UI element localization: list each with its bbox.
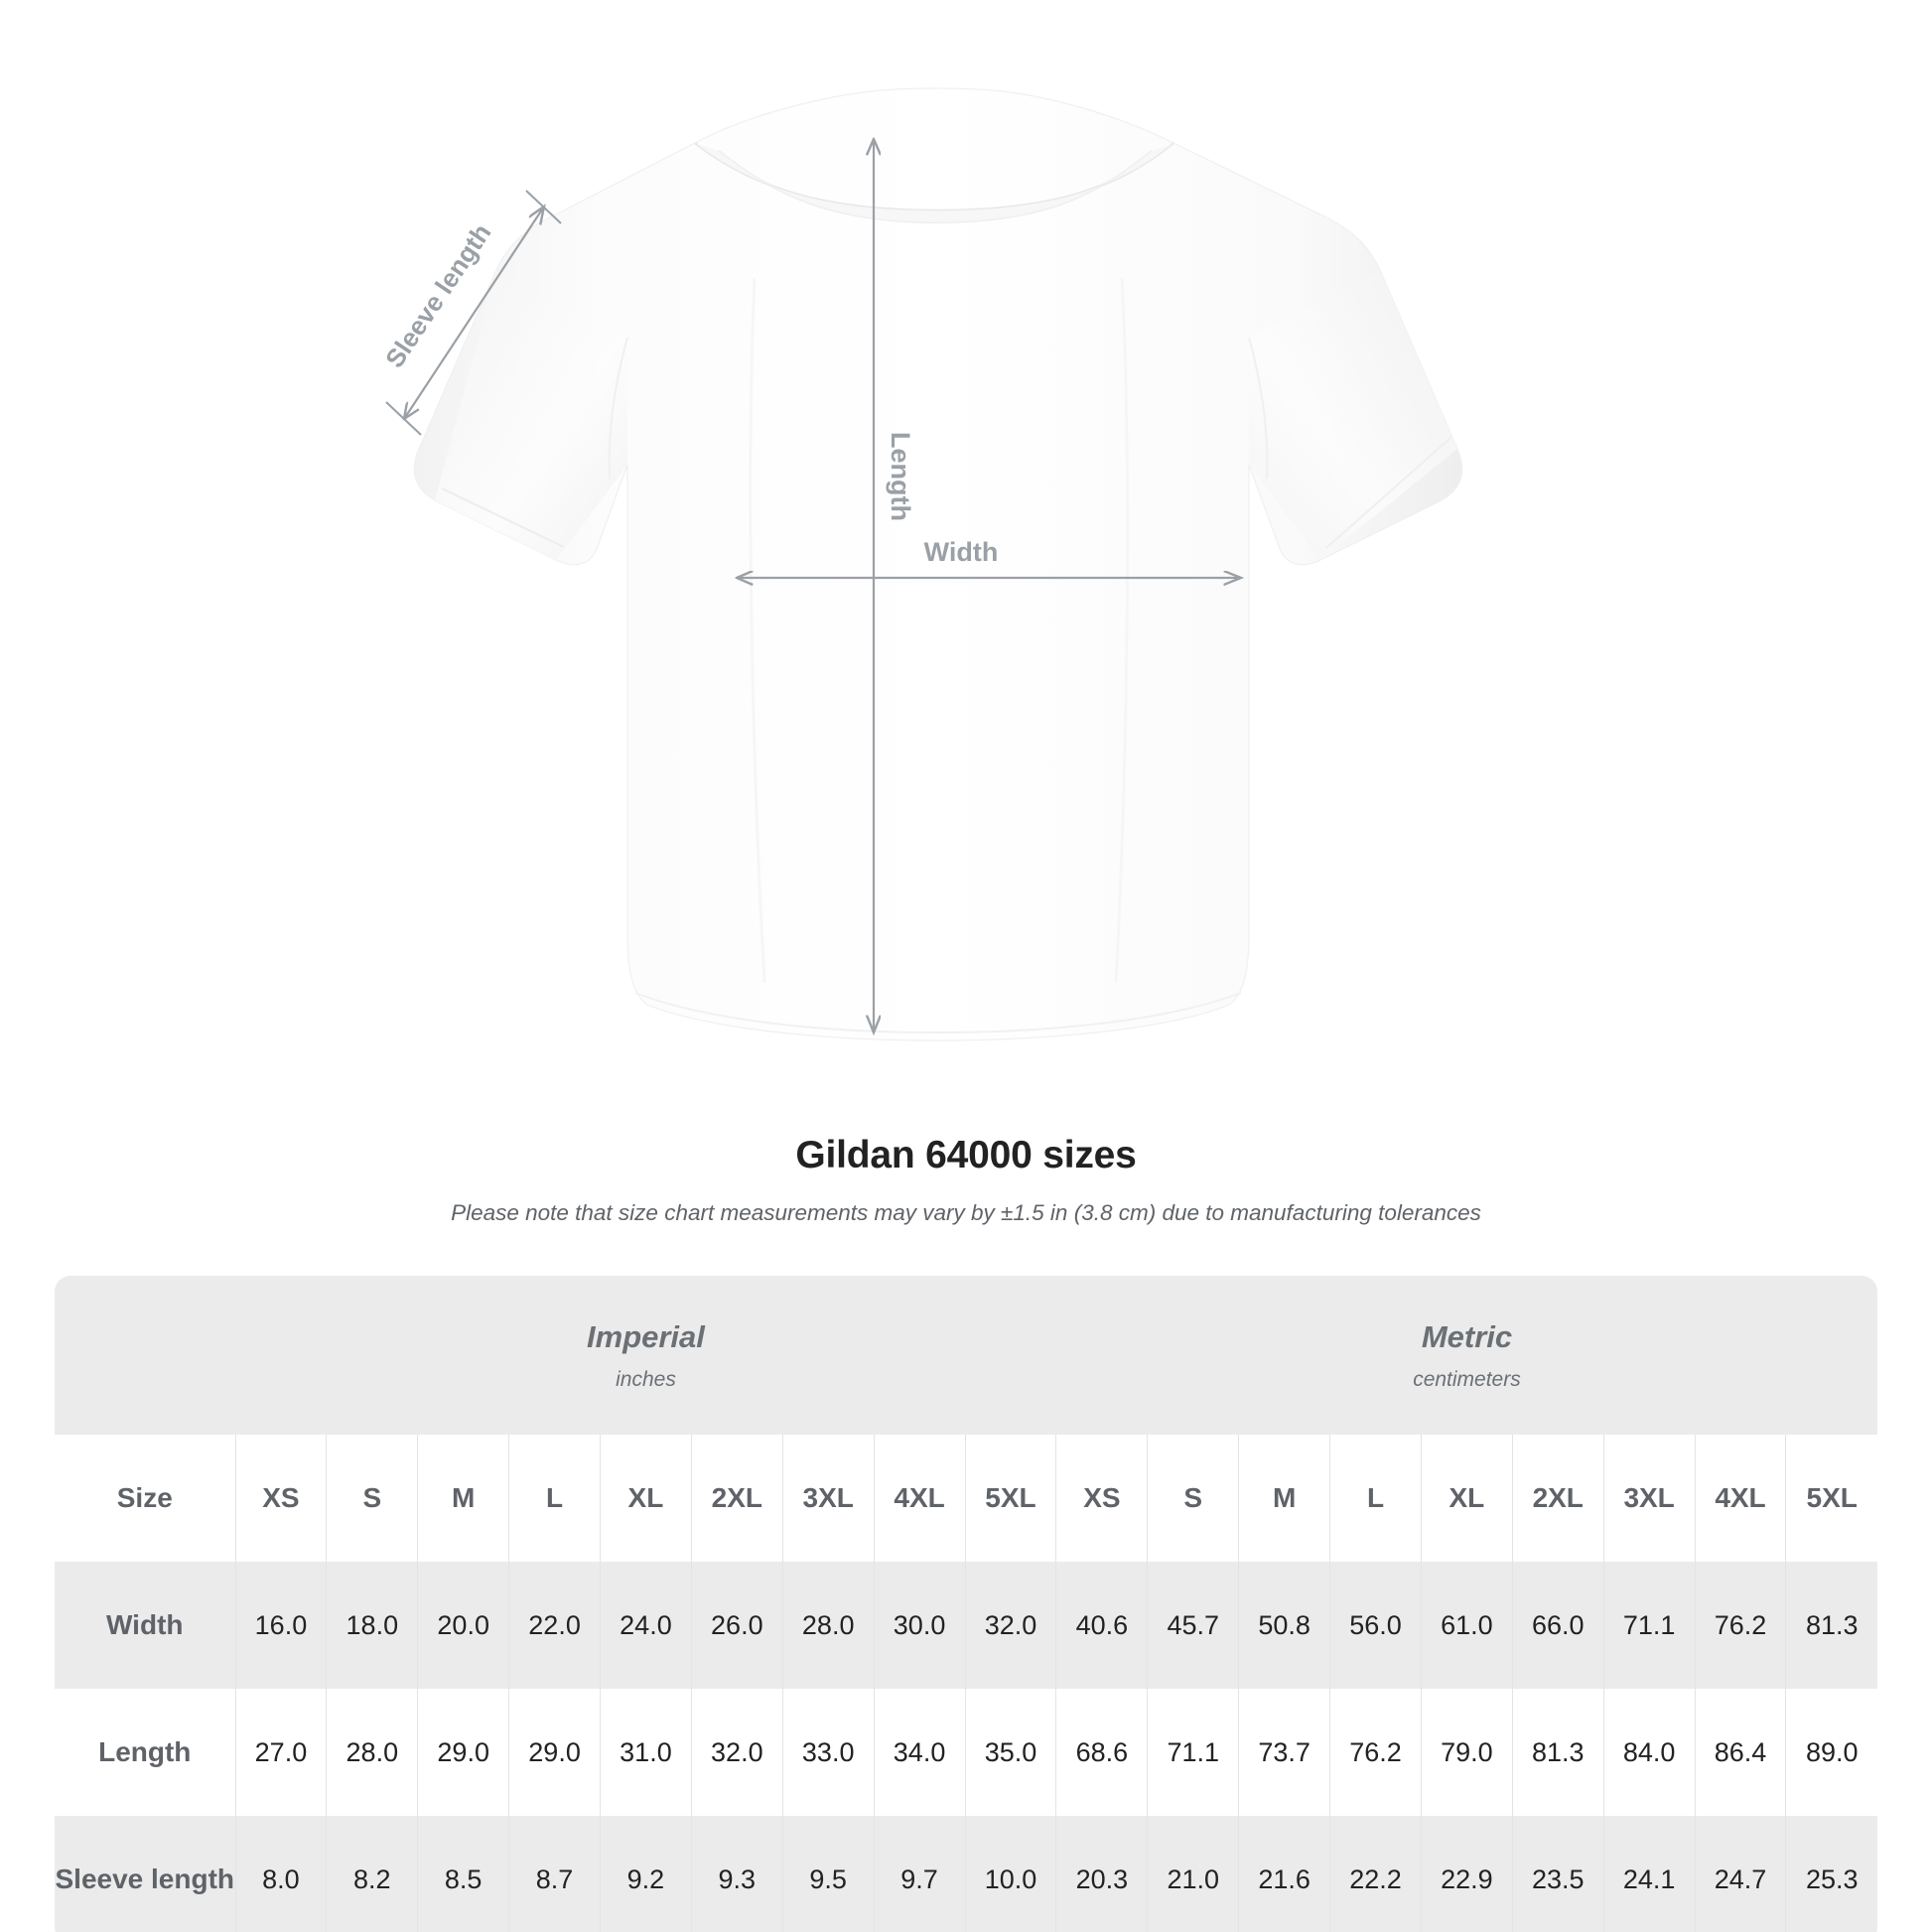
cell-sleeve-length-metric-5xl: 25.3 <box>1785 1816 1877 1932</box>
table-row: Width 16.0 18.0 20.0 22.0 24.0 26.0 28.0 30.0 32.… <box>55 1562 1877 1689</box>
size-header-metric-m: M <box>1238 1435 1330 1562</box>
tshirt-illustration <box>413 87 1463 1041</box>
row-label-length: Length <box>55 1689 235 1816</box>
cell-length-metric-4xl: 86.4 <box>1694 1689 1786 1816</box>
cell-length-metric-3xl: 84.0 <box>1602 1689 1696 1816</box>
cell-sleeve-length-imperial-xs: 8.0 <box>234 1816 327 1932</box>
cell-sleeve-length-metric-s: 21.0 <box>1147 1816 1239 1932</box>
cell-sleeve-length-imperial-2xl: 9.3 <box>690 1816 783 1932</box>
unit-header-row: Imperial inches Metric centimeters <box>55 1276 1877 1435</box>
size-header-metric-5xl: 5XL <box>1785 1435 1877 1562</box>
cell-length-metric-xs: 68.6 <box>1055 1689 1148 1816</box>
cell-sleeve-length-imperial-l: 8.7 <box>508 1816 601 1932</box>
cell-length-metric-5xl: 89.0 <box>1785 1689 1877 1816</box>
size-header-metric-3xl: 3XL <box>1602 1435 1696 1562</box>
size-chart-table-wrapper: Imperial inches Metric centimeters Size XS S M L… <box>55 1276 1877 1932</box>
unit-header-corner <box>55 1276 235 1435</box>
table-row: Sleeve length 8.0 8.2 8.5 8.7 9.2 9.3 9.5 9.7 10.… <box>55 1816 1877 1932</box>
cell-width-imperial-xs: 16.0 <box>234 1562 327 1689</box>
size-chart-table: Imperial inches Metric centimeters Size XS S M L… <box>55 1276 1877 1932</box>
size-header-metric-xs: XS <box>1055 1435 1148 1562</box>
cell-length-imperial-5xl: 35.0 <box>964 1689 1056 1816</box>
cell-sleeve-length-imperial-m: 8.5 <box>417 1816 509 1932</box>
size-header-metric-l: L <box>1329 1435 1422 1562</box>
size-header-metric-xl: XL <box>1420 1435 1513 1562</box>
cell-length-metric-l: 76.2 <box>1329 1689 1422 1816</box>
cell-width-metric-m: 50.8 <box>1238 1562 1330 1689</box>
cell-sleeve-length-metric-xs: 20.3 <box>1055 1816 1148 1932</box>
row-label-size: Size <box>55 1435 235 1562</box>
heading-block: Gildan 64000 sizes Please note that size… <box>0 1132 1932 1227</box>
cell-width-imperial-4xl: 30.0 <box>873 1562 965 1689</box>
unit-header-metric: Metric centimeters <box>1055 1276 1877 1435</box>
cell-sleeve-length-imperial-s: 8.2 <box>326 1816 418 1932</box>
length-label: Length <box>886 432 915 521</box>
size-header-imperial-5xl: 5XL <box>964 1435 1056 1562</box>
cell-sleeve-length-imperial-4xl: 9.7 <box>873 1816 965 1932</box>
size-header-imperial-xl: XL <box>600 1435 692 1562</box>
unit-subtitle: centimeters <box>1413 1368 1521 1391</box>
sleeve-length-arrow <box>385 190 562 436</box>
size-header-imperial-2xl: 2XL <box>690 1435 783 1562</box>
cell-sleeve-length-metric-3xl: 24.1 <box>1602 1816 1696 1932</box>
size-header-imperial-xs: XS <box>234 1435 327 1562</box>
cell-length-metric-s: 71.1 <box>1147 1689 1239 1816</box>
cell-sleeve-length-imperial-3xl: 9.5 <box>781 1816 875 1932</box>
cell-width-metric-xs: 40.6 <box>1055 1562 1148 1689</box>
cell-sleeve-length-metric-2xl: 23.5 <box>1511 1816 1604 1932</box>
cell-sleeve-length-metric-l: 22.2 <box>1329 1816 1422 1932</box>
cell-length-imperial-2xl: 32.0 <box>690 1689 783 1816</box>
size-header-metric-2xl: 2XL <box>1511 1435 1604 1562</box>
cell-sleeve-length-imperial-xl: 9.2 <box>600 1816 692 1932</box>
size-header-metric-4xl: 4XL <box>1694 1435 1786 1562</box>
cell-width-metric-3xl: 71.1 <box>1602 1562 1696 1689</box>
size-header-row: Size XS S M L XL 2XL 3XL 4XL 5XL XS S M L XL 2XL 3XL 4XL 5… <box>55 1435 1877 1562</box>
cell-width-imperial-xl: 24.0 <box>600 1562 692 1689</box>
unit-name: Metric <box>1421 1318 1513 1354</box>
row-label-width: Width <box>55 1562 235 1689</box>
cell-width-imperial-m: 20.0 <box>417 1562 509 1689</box>
size-header-imperial-s: S <box>326 1435 418 1562</box>
size-header-imperial-4xl: 4XL <box>873 1435 965 1562</box>
cell-width-imperial-l: 22.0 <box>508 1562 601 1689</box>
size-header-imperial-3xl: 3XL <box>781 1435 875 1562</box>
cell-width-imperial-2xl: 26.0 <box>690 1562 783 1689</box>
cell-length-imperial-xl: 31.0 <box>600 1689 692 1816</box>
cell-sleeve-length-metric-4xl: 24.7 <box>1694 1816 1786 1932</box>
cell-width-imperial-3xl: 28.0 <box>781 1562 875 1689</box>
unit-header-imperial: Imperial inches <box>235 1276 1056 1435</box>
cell-length-imperial-xs: 27.0 <box>234 1689 327 1816</box>
cell-length-metric-xl: 79.0 <box>1420 1689 1513 1816</box>
cell-sleeve-length-imperial-5xl: 10.0 <box>964 1816 1056 1932</box>
tolerance-note: Please note that size chart measurements… <box>451 1199 1481 1225</box>
cell-length-imperial-l: 29.0 <box>508 1689 601 1816</box>
page-title: Gildan 64000 sizes <box>795 1134 1137 1176</box>
cell-width-metric-5xl: 81.3 <box>1785 1562 1877 1689</box>
cell-sleeve-length-metric-m: 21.6 <box>1238 1816 1330 1932</box>
cell-sleeve-length-metric-xl: 22.9 <box>1420 1816 1513 1932</box>
cell-width-imperial-5xl: 32.0 <box>964 1562 1056 1689</box>
width-label: Width <box>924 537 999 567</box>
size-header-imperial-m: M <box>417 1435 509 1562</box>
table-row: Length 27.0 28.0 29.0 29.0 31.0 32.0 33.0 34.0 35… <box>55 1689 1877 1816</box>
row-label-sleeve-length: Sleeve length <box>55 1816 235 1932</box>
cell-width-metric-xl: 61.0 <box>1420 1562 1513 1689</box>
cell-length-imperial-s: 28.0 <box>326 1689 418 1816</box>
tshirt-diagram: Length Width Sleeve length <box>0 40 1932 1102</box>
cell-length-metric-2xl: 81.3 <box>1511 1689 1604 1816</box>
cell-length-metric-m: 73.7 <box>1238 1689 1330 1816</box>
size-header-metric-s: S <box>1147 1435 1239 1562</box>
unit-name: Imperial <box>587 1318 705 1354</box>
cell-length-imperial-3xl: 33.0 <box>781 1689 875 1816</box>
size-header-imperial-l: L <box>508 1435 601 1562</box>
cell-length-imperial-m: 29.0 <box>417 1689 509 1816</box>
unit-subtitle: inches <box>616 1368 676 1391</box>
cell-width-imperial-s: 18.0 <box>326 1562 418 1689</box>
cell-width-metric-l: 56.0 <box>1329 1562 1422 1689</box>
cell-width-metric-4xl: 76.2 <box>1694 1562 1786 1689</box>
cell-width-metric-2xl: 66.0 <box>1511 1562 1604 1689</box>
cell-length-imperial-4xl: 34.0 <box>873 1689 965 1816</box>
cell-width-metric-s: 45.7 <box>1147 1562 1239 1689</box>
